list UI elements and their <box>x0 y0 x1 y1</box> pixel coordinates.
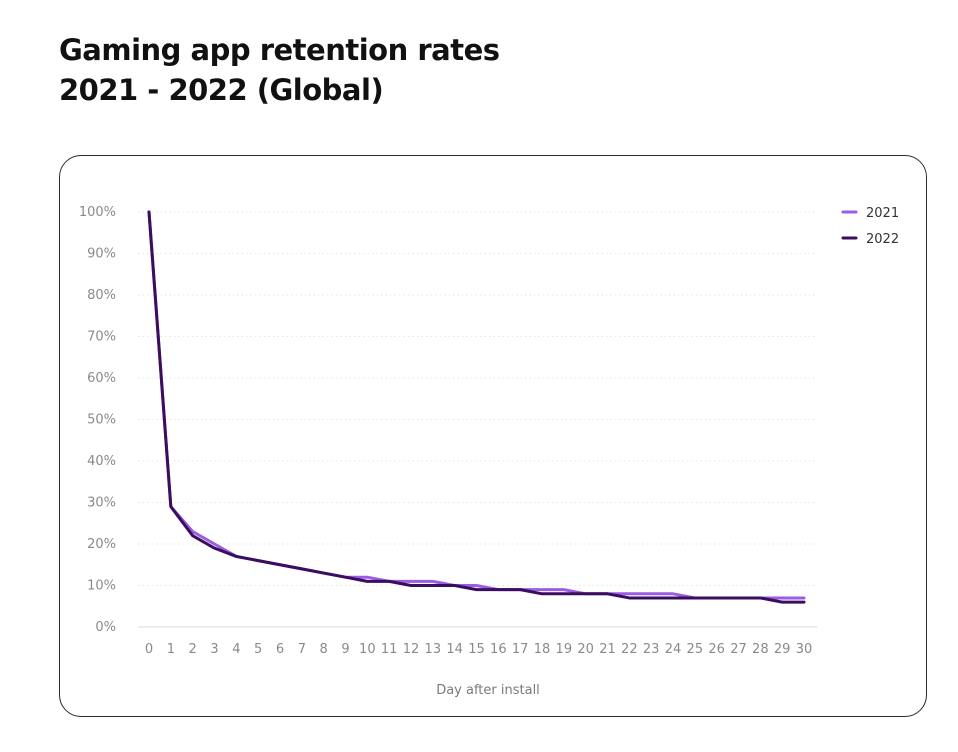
legend-label-2022: 2022 <box>866 232 899 247</box>
y-tick-label: 70% <box>87 330 116 345</box>
x-axis-ticks: 0 1 2 3 4 5 6 7 8 9 10 11 12 13 14 15 16 17 18 19 20 21 22 23 24… <box>145 642 812 657</box>
x-tick-label: 18 <box>534 642 551 657</box>
x-tick-label: 7 <box>298 642 306 657</box>
x-tick-label: 3 <box>210 642 218 657</box>
y-tick-label: 90% <box>87 247 116 262</box>
x-axis-label: Day after install <box>436 683 540 698</box>
y-tick-label: 80% <box>87 288 116 303</box>
y-tick-label: 40% <box>87 454 116 469</box>
x-tick-label: 24 <box>665 642 682 657</box>
x-tick-label: 4 <box>232 642 240 657</box>
y-axis-ticks: 0% 10% 20% 30% 40% 50% 60% 70% 80% 90% 100% <box>79 205 116 635</box>
x-tick-label: 9 <box>341 642 349 657</box>
grid-lines <box>138 211 817 628</box>
legend-label-2021: 2021 <box>866 206 899 221</box>
title-line-1: Gaming app retention rates <box>59 33 500 67</box>
chart-card <box>59 155 927 717</box>
x-tick-label: 15 <box>468 642 485 657</box>
y-tick-label: 0% <box>95 620 116 635</box>
x-tick-label: 28 <box>752 642 769 657</box>
x-tick-label: 30 <box>796 642 813 657</box>
x-tick-label: 16 <box>490 642 507 657</box>
y-tick-label: 30% <box>87 496 116 511</box>
x-tick-label: 1 <box>167 642 175 657</box>
y-tick-label: 20% <box>87 537 116 552</box>
x-tick-label: 12 <box>403 642 420 657</box>
x-tick-label: 22 <box>621 642 638 657</box>
x-tick-label: 26 <box>708 642 725 657</box>
y-tick-label: 100% <box>79 205 116 220</box>
x-tick-label: 13 <box>425 642 442 657</box>
series-lines <box>147 210 806 604</box>
x-tick-label: 5 <box>254 642 262 657</box>
x-tick-label: 27 <box>730 642 747 657</box>
x-tick-label: 20 <box>577 642 594 657</box>
x-tick-label: 10 <box>359 642 376 657</box>
x-tick-label: 29 <box>774 642 791 657</box>
x-tick-label: 11 <box>381 642 398 657</box>
y-tick-label: 50% <box>87 413 116 428</box>
x-tick-label: 17 <box>512 642 529 657</box>
y-tick-label: 10% <box>87 579 116 594</box>
series-line-2022 <box>147 210 806 604</box>
series-line-2021 <box>147 210 806 600</box>
x-tick-label: 2 <box>189 642 197 657</box>
x-tick-label: 23 <box>643 642 660 657</box>
x-tick-label: 25 <box>687 642 704 657</box>
x-tick-label: 6 <box>276 642 284 657</box>
y-tick-label: 60% <box>87 371 116 386</box>
chart-title: Gaming app retention rates 2021 - 2022 (… <box>59 30 500 110</box>
x-tick-label: 21 <box>599 642 616 657</box>
x-tick-label: 19 <box>556 642 573 657</box>
legend: 2021 2022 <box>841 206 899 247</box>
x-tick-label: 14 <box>446 642 463 657</box>
x-tick-label: 0 <box>145 642 153 657</box>
title-line-2: 2021 - 2022 (Global) <box>59 73 384 107</box>
x-tick-label: 8 <box>320 642 328 657</box>
